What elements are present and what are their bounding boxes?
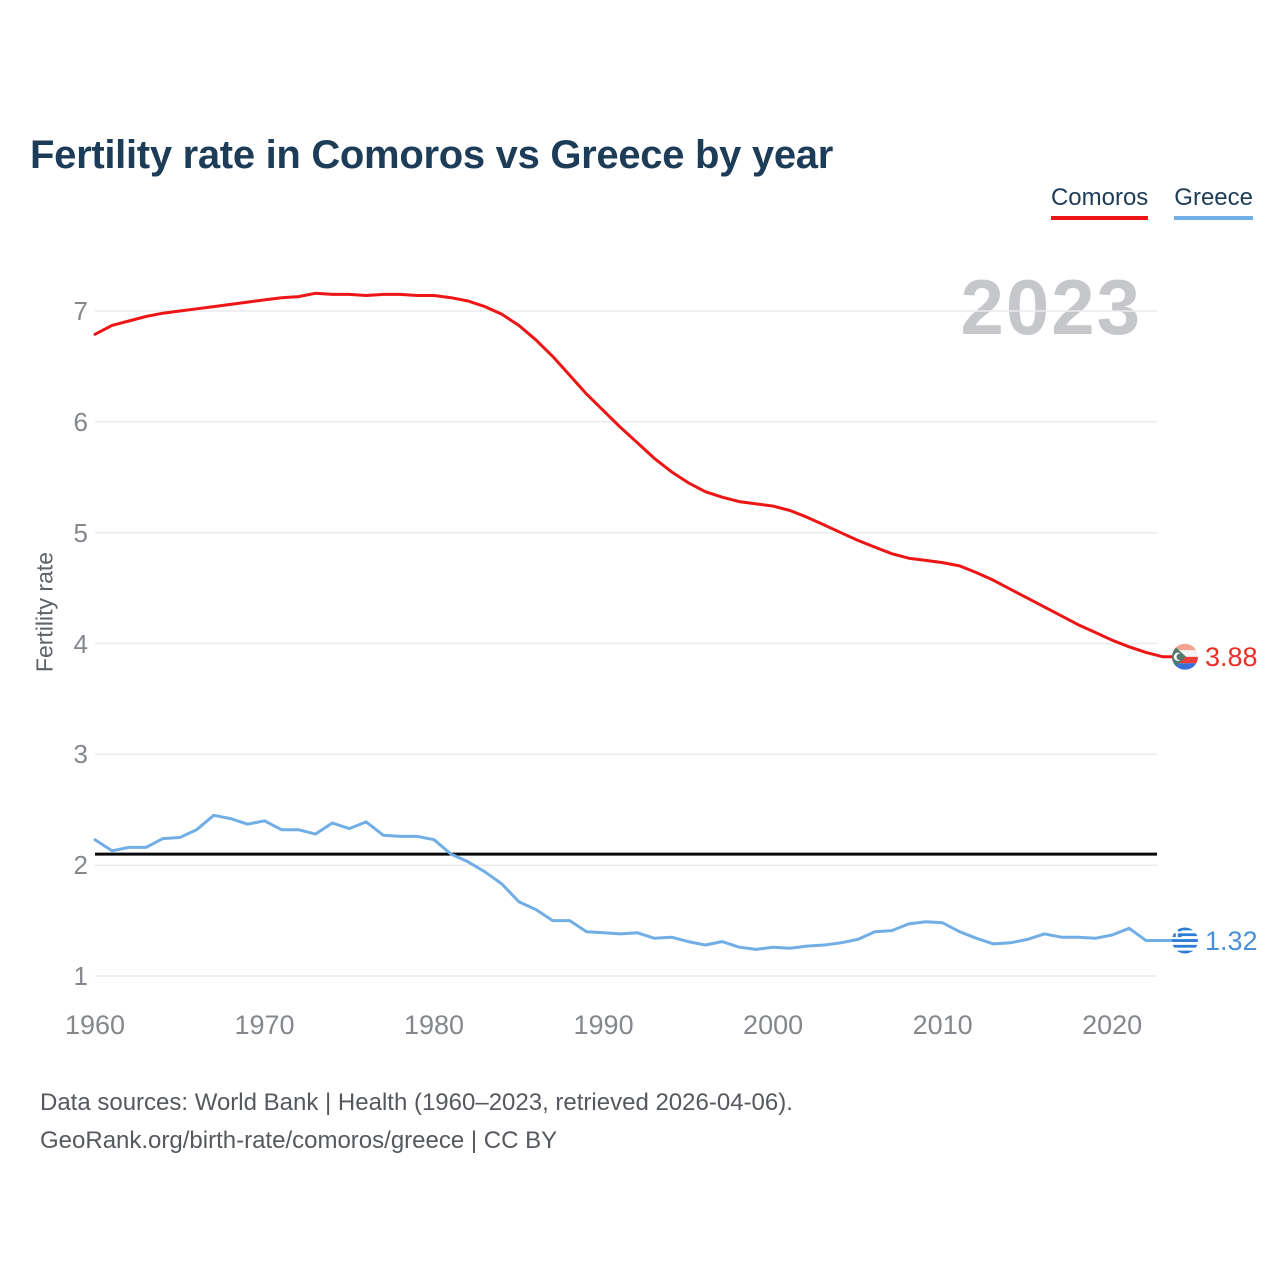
y-tick-label-4: 4: [73, 628, 88, 659]
y-tick-label-7: 7: [73, 296, 88, 326]
x-tick-label-1980: 1980: [404, 1010, 465, 1040]
series-greece-line: [93, 813, 1174, 951]
x-tick-label-2020: 2020: [1082, 1010, 1143, 1040]
x-tick-label-2000: 2000: [743, 1010, 804, 1040]
greece-flag-icon: [1172, 927, 1198, 954]
footer: Data sources: World Bank | Health (1960–…: [40, 1084, 793, 1160]
greece-end-value: 1.32: [1205, 925, 1258, 956]
x-tick-label-1990: 1990: [573, 1010, 634, 1040]
chart-title: Fertility rate in Comoros vs Greece by y…: [30, 132, 833, 177]
legend: Comoros Greece: [1050, 185, 1253, 220]
y-tick-label-6: 6: [73, 406, 88, 437]
y-tick-label-3: 3: [73, 739, 88, 770]
legend-item-greece[interactable]: Greece: [1174, 185, 1253, 220]
legend-item-comoros[interactable]: Comoros: [1050, 185, 1149, 220]
y-tick-label-1: 1: [73, 961, 88, 991]
comoros-flag-icon: [1172, 643, 1198, 670]
y-tick-label-2: 2: [73, 850, 88, 881]
x-tick-label-1960: 1960: [64, 1010, 126, 1040]
footer-license-line: GeoRank.org/birth-rate/comoros/greece | …: [40, 1127, 558, 1154]
y-tick-label-5: 5: [73, 517, 88, 548]
comoros-end-value: 3.88: [1205, 641, 1258, 672]
series-comoros-line: [93, 291, 1174, 659]
footer-source-line: Data sources: World Bank | Health (1960–…: [40, 1089, 793, 1116]
x-tick-label-1970: 1970: [234, 1010, 295, 1040]
watermark-year: 2023: [960, 263, 1142, 351]
x-tick-label-2010: 2010: [912, 1010, 973, 1040]
